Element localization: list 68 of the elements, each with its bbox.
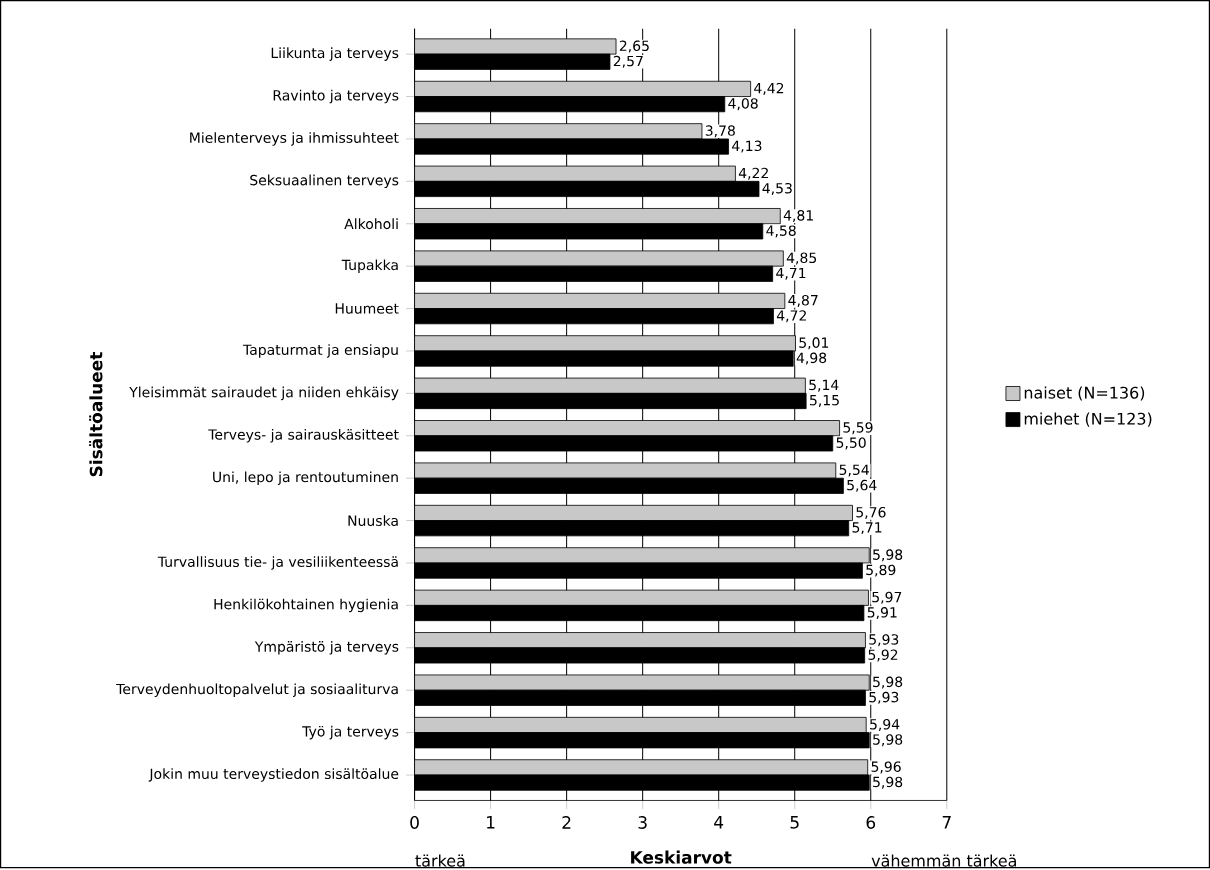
y-tick-label: Jokin muu terveystiedon sisältöalue — [148, 768, 399, 782]
data-label: 5,93 — [869, 691, 899, 704]
y-tick-label: Työ ja terveys — [302, 725, 399, 740]
data-label: 2,57 — [613, 55, 643, 68]
y-tick-label: Alkoholi — [344, 218, 398, 229]
x-tick-label: 7 — [942, 815, 951, 829]
data-label: 4,81 — [783, 209, 813, 222]
x-tick-label: 1 — [487, 815, 495, 829]
data-label: 5,76 — [856, 506, 886, 519]
data-label: 4,85 — [786, 252, 817, 265]
y-tick-label: Tapaturmat ja ensiapu — [242, 344, 398, 358]
text: vähemmän tärkeä — [871, 854, 1016, 867]
x-tick-label: 5 — [790, 815, 799, 829]
legend-label: naiset (N=136) — [1024, 386, 1145, 401]
y-tick-label: Huumeet — [335, 303, 399, 314]
x-tick-label: 0 — [410, 815, 419, 829]
data-label: 5,15 — [810, 394, 839, 407]
data-label: 4,42 — [754, 82, 784, 95]
y-tick-label: Tupakka — [341, 259, 398, 273]
x-axis-title: Keskiarvot — [631, 850, 732, 864]
data-label: 5,64 — [847, 479, 877, 492]
data-label: 4,08 — [728, 97, 758, 110]
y-tick-label: Terveys- ja sairauskäsitteet — [208, 428, 399, 443]
y-axis-title: Sisältöalueet — [89, 351, 103, 477]
data-label: 4,87 — [788, 294, 818, 307]
data-label: 5,01 — [799, 337, 829, 350]
data-label: 5,50 — [836, 437, 866, 450]
legend-label: miehet (N=123) — [1024, 412, 1152, 427]
y-tick-label: Ravinto ja terveys — [273, 89, 399, 104]
data-label: 5,98 — [873, 776, 903, 789]
data-label: 5,91 — [867, 606, 897, 619]
data-label: 5,98 — [873, 549, 903, 562]
data-label: 5,94 — [870, 718, 900, 731]
y-tick-label: Yleisimmät sairaudet ja niiden ehkäisy — [129, 386, 399, 400]
data-label: 5,71 — [852, 522, 882, 534]
y-tick-label: Turvallisuus tie- ja vesiliikenteessä — [157, 556, 398, 570]
y-tick-label: Liikunta ja terveys — [271, 47, 399, 61]
x-tick-label: 2 — [562, 815, 571, 829]
data-label: 4,58 — [766, 225, 796, 238]
y-tick-label: Terveydenhuoltopalvelut ja sosiaaliturva — [116, 683, 398, 697]
text: tärkeä — [415, 854, 465, 867]
data-label: 5,96 — [871, 761, 901, 774]
data-label: 2,65 — [619, 40, 649, 53]
y-tick-label: Mielenterveys ja ihmissuhteet — [190, 131, 399, 146]
x-tick-label: 4 — [714, 815, 724, 829]
x-tick-label: 6 — [866, 815, 876, 829]
data-label: 5,92 — [868, 649, 898, 662]
y-tick-label: Seksuaalinen terveys — [250, 174, 399, 188]
data-label: 5,98 — [873, 676, 903, 689]
y-tick-label: Ympäristö ja terveys — [254, 640, 399, 655]
data-label: 5,89 — [866, 564, 896, 577]
x-tick-label: 3 — [638, 815, 647, 829]
y-tick-label: Uni, lepo ja rentoutuminen — [213, 471, 398, 485]
data-label: 3,78 — [705, 125, 735, 138]
data-label: 4,13 — [732, 140, 762, 153]
data-label: 4,98 — [796, 352, 827, 365]
data-label: 5,93 — [869, 633, 899, 646]
data-label: 5,98 — [873, 734, 903, 747]
data-label: 5,59 — [843, 421, 873, 434]
data-label: 5,54 — [839, 464, 869, 477]
data-label: 5,97 — [872, 591, 902, 604]
y-tick-label: Nuuska — [348, 514, 398, 526]
data-label: 4,53 — [762, 182, 792, 195]
data-label: 4,72 — [776, 310, 806, 322]
data-label: 4,22 — [738, 167, 768, 180]
data-label: 4,71 — [776, 267, 806, 280]
data-label: 5,14 — [809, 379, 839, 392]
y-tick-label: Henkilökohtainen hygienia — [214, 598, 398, 612]
